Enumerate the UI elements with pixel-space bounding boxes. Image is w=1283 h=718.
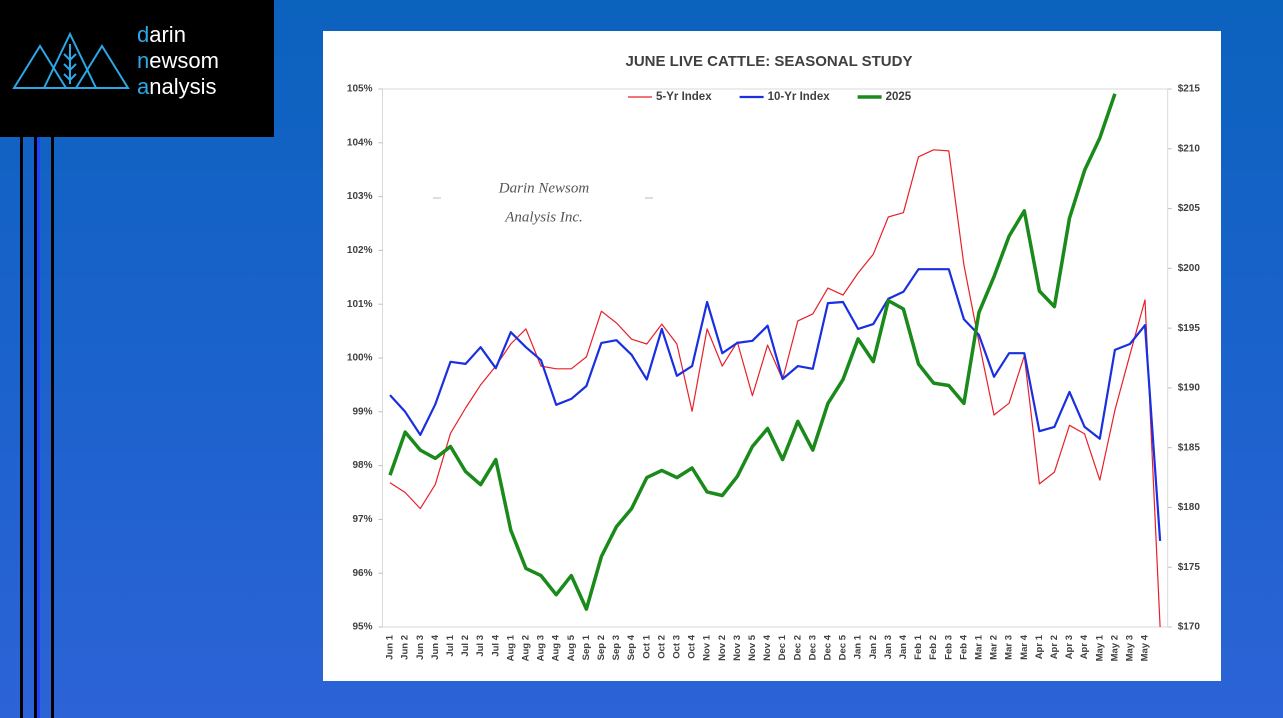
legend-label: 5-Yr Index: [656, 91, 712, 103]
x-tick-label: Apr 2: [1049, 635, 1060, 659]
x-tick-label: Mar 2: [989, 635, 1000, 660]
x-tick-label: Jan 2: [868, 635, 879, 659]
x-tick-label: Mar 3: [1004, 635, 1015, 660]
x-tick-label: May 3: [1124, 635, 1135, 661]
y-tick-label: 103%: [347, 191, 373, 202]
series-line: [388, 93, 1117, 611]
logo-text: darin newsom analysis: [137, 22, 219, 100]
x-tick-label: Oct 4: [687, 634, 698, 658]
y2-tick-label: $195: [1178, 323, 1201, 334]
y-tick-label: 102%: [347, 245, 373, 256]
y-tick-label: 104%: [347, 137, 373, 148]
y2-tick-label: $180: [1178, 502, 1201, 513]
x-tick-label: May 2: [1109, 635, 1120, 661]
x-tick-label: Feb 2: [928, 635, 939, 660]
series-line: [389, 268, 1162, 541]
x-tick-label: Mar 4: [1019, 634, 1030, 660]
legend-label: 2025: [886, 91, 912, 103]
y2-tick-label: $205: [1178, 203, 1201, 214]
y2-tick-label: $210: [1178, 143, 1201, 154]
y-tick-label: 105%: [347, 84, 373, 95]
x-tick-label: Aug 2: [520, 635, 531, 661]
legend-label: 10-Yr Index: [768, 91, 831, 103]
y-tick-label: 98%: [352, 460, 372, 471]
x-tick-label: Jan 4: [898, 634, 909, 659]
x-tick-label: Jan 3: [883, 635, 894, 659]
y2-tick-label: $200: [1178, 263, 1201, 274]
x-tick-label: Sep 3: [611, 635, 622, 660]
x-tick-label: Apr 4: [1079, 634, 1090, 659]
x-tick-label: Oct 1: [641, 634, 652, 658]
chart-panel: JUNE LIVE CATTLE: SEASONAL STUDY Darin N…: [323, 31, 1221, 681]
logo-mark: [12, 31, 130, 89]
x-tick-label: Jun 2: [400, 635, 411, 660]
y-tick-label: 96%: [352, 568, 372, 579]
x-tick-label: Jun 4: [430, 634, 441, 660]
x-tick-label: Sep 4: [626, 634, 637, 660]
x-tick-label: Dec 4: [822, 634, 833, 660]
x-tick-label: Apr 3: [1064, 635, 1075, 659]
y2-tick-label: $185: [1178, 442, 1201, 453]
x-tick-label: Jun 1: [385, 634, 396, 660]
watermark: Analysis Inc.: [504, 209, 582, 225]
x-tick-label: Nov 2: [717, 635, 728, 661]
x-tick-label: Nov 3: [732, 635, 743, 661]
x-tick-label: Feb 4: [958, 634, 969, 660]
logo-line: darin: [137, 22, 186, 47]
chart-title: JUNE LIVE CATTLE: SEASONAL STUDY: [626, 53, 913, 70]
x-tick-label: May 1: [1094, 634, 1105, 661]
y2-tick-label: $170: [1178, 622, 1201, 633]
x-tick-label: Nov 4: [762, 634, 773, 661]
x-tick-label: Dec 1: [777, 634, 788, 660]
x-tick-label: Jul 4: [490, 634, 501, 656]
x-tick-label: Mar 1: [973, 634, 984, 660]
x-tick-label: Aug 1: [505, 634, 516, 661]
y-tick-label: 97%: [352, 514, 372, 525]
logo: darin newsom analysis: [0, 0, 274, 137]
y2-tick-label: $190: [1178, 383, 1201, 394]
x-tick-label: Feb 3: [943, 635, 954, 660]
watermark: Darin Newsom: [498, 180, 590, 196]
y-tick-label: 95%: [352, 622, 372, 633]
series-line: [389, 149, 1161, 628]
chart: JUNE LIVE CATTLE: SEASONAL STUDY Darin N…: [347, 53, 1201, 661]
x-tick-label: Jul 1: [445, 634, 456, 656]
x-tick-label: Dec 3: [807, 635, 818, 660]
x-tick-label: Jan 1: [853, 634, 864, 659]
logo-line: newsom: [137, 48, 219, 73]
y2-tick-label: $215: [1178, 84, 1201, 95]
x-tick-label: Dec 2: [792, 635, 803, 660]
x-tick-label: Oct 3: [671, 635, 682, 659]
x-tick-label: Aug 3: [536, 635, 547, 661]
x-tick-label: Nov 1: [702, 634, 713, 661]
x-tick-label: Sep 2: [596, 635, 607, 660]
x-tick-label: Sep 1: [581, 634, 592, 660]
y-tick-label: 100%: [347, 353, 373, 364]
x-tick-label: Aug 5: [566, 634, 577, 661]
x-tick-label: Jun 3: [415, 635, 426, 660]
x-tick-label: Apr 1: [1034, 634, 1045, 659]
x-tick-label: Dec 5: [838, 634, 849, 660]
x-tick-label: May 4: [1140, 634, 1151, 661]
y-tick-label: 99%: [352, 406, 372, 417]
x-tick-label: Oct 2: [656, 635, 667, 659]
stripes: [20, 137, 54, 718]
x-tick-label: Jul 2: [460, 635, 471, 657]
x-tick-label: Jul 3: [475, 635, 486, 657]
x-tick-label: Aug 4: [551, 634, 562, 661]
y2-tick-label: $175: [1178, 562, 1201, 573]
logo-line: analysis: [137, 74, 217, 99]
y-tick-label: 101%: [347, 299, 373, 310]
x-tick-label: Feb 1: [913, 634, 924, 660]
x-tick-label: Nov 5: [747, 634, 758, 661]
